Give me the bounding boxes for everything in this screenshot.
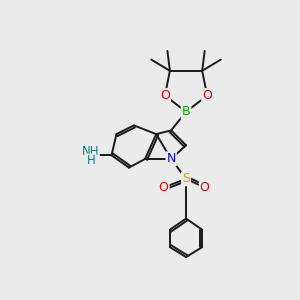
Text: N: N — [167, 152, 176, 166]
Text: O: O — [202, 89, 212, 102]
Text: H: H — [87, 154, 96, 167]
Text: NH: NH — [82, 146, 99, 158]
Text: O: O — [160, 89, 170, 102]
Text: O: O — [159, 181, 169, 194]
Text: B: B — [182, 105, 190, 118]
Text: O: O — [200, 181, 210, 194]
Text: S: S — [182, 172, 190, 185]
